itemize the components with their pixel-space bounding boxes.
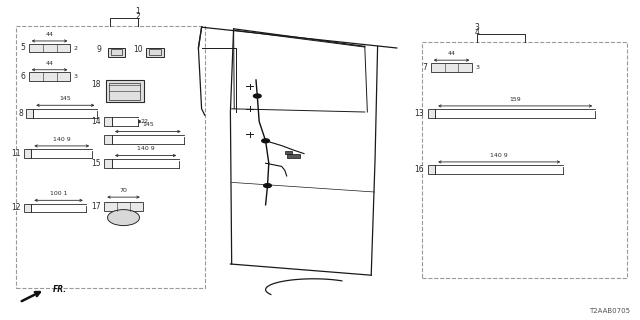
Text: 140 9: 140 9 xyxy=(137,146,154,151)
Text: 140 9: 140 9 xyxy=(490,153,508,158)
Circle shape xyxy=(262,139,269,143)
Bar xyxy=(428,165,435,174)
Text: 3: 3 xyxy=(74,74,77,79)
Text: 10: 10 xyxy=(133,45,143,54)
Bar xyxy=(287,154,300,158)
Bar xyxy=(16,26,205,288)
Text: 2: 2 xyxy=(74,45,77,51)
Bar xyxy=(29,44,70,52)
Bar xyxy=(104,117,112,126)
Text: 15: 15 xyxy=(92,159,101,168)
Bar xyxy=(29,72,70,81)
Text: 16: 16 xyxy=(415,165,424,174)
Bar xyxy=(106,80,144,102)
Text: 100 1: 100 1 xyxy=(50,191,67,196)
Text: 140 9: 140 9 xyxy=(53,137,70,142)
Text: 7: 7 xyxy=(422,63,428,72)
Text: 14: 14 xyxy=(92,117,101,126)
Bar xyxy=(104,159,112,168)
Bar xyxy=(24,204,31,212)
Bar xyxy=(108,48,125,57)
Text: 17: 17 xyxy=(92,202,101,211)
Text: 44: 44 xyxy=(447,51,456,56)
Text: 3: 3 xyxy=(474,23,479,32)
Text: 8: 8 xyxy=(19,109,24,118)
Circle shape xyxy=(264,184,271,188)
Bar xyxy=(104,135,112,144)
Text: 12: 12 xyxy=(12,204,21,212)
Text: 22: 22 xyxy=(141,119,149,124)
Text: 145: 145 xyxy=(142,122,154,127)
Text: 44: 44 xyxy=(45,60,54,66)
Text: 3: 3 xyxy=(476,65,479,70)
Bar xyxy=(24,149,31,158)
Text: 18: 18 xyxy=(92,80,101,89)
Bar xyxy=(431,63,472,72)
Text: 6: 6 xyxy=(20,72,26,81)
Text: 4: 4 xyxy=(474,28,479,37)
Text: 2: 2 xyxy=(135,12,140,21)
Text: 5: 5 xyxy=(20,44,26,52)
Bar xyxy=(428,109,435,118)
Text: 145: 145 xyxy=(60,96,71,101)
Bar xyxy=(422,42,627,278)
Bar xyxy=(146,48,164,57)
Bar xyxy=(104,202,143,211)
Text: 11: 11 xyxy=(12,149,21,158)
Bar xyxy=(26,109,33,118)
Circle shape xyxy=(108,210,140,226)
Bar xyxy=(109,83,140,100)
Text: T2AAB0705: T2AAB0705 xyxy=(589,308,630,314)
Text: 159: 159 xyxy=(509,97,521,102)
Circle shape xyxy=(253,94,261,98)
Text: 70: 70 xyxy=(120,188,127,193)
Text: 9: 9 xyxy=(96,45,101,54)
Text: 1: 1 xyxy=(135,7,140,16)
Text: 13: 13 xyxy=(415,109,424,118)
Bar xyxy=(111,49,122,55)
Text: FR.: FR. xyxy=(53,285,67,294)
Bar xyxy=(285,151,292,154)
Text: 44: 44 xyxy=(45,32,54,37)
Bar xyxy=(149,49,161,55)
